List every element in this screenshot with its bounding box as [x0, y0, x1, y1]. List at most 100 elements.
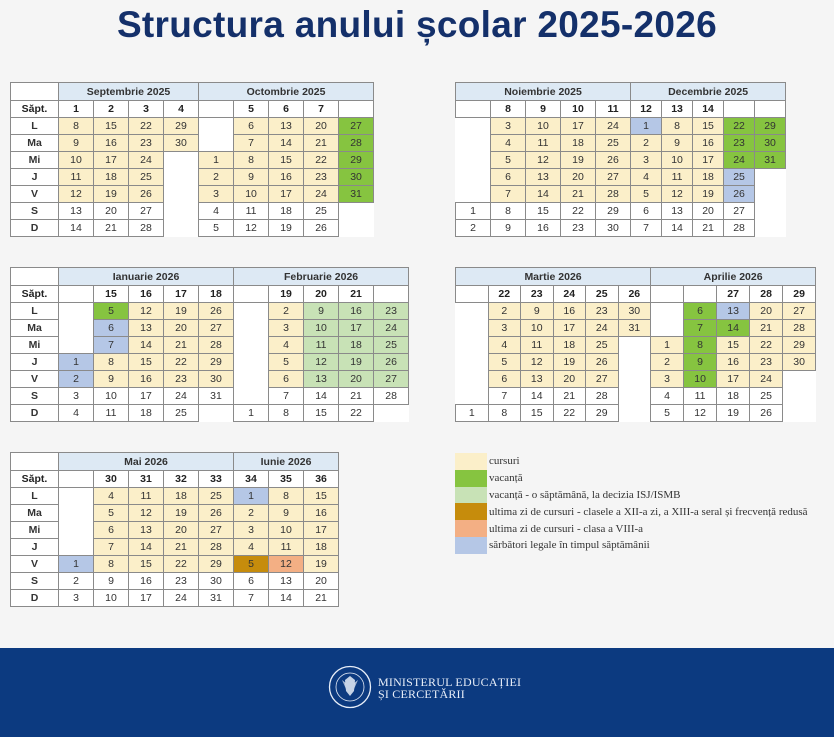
day-cell: 20 [692, 202, 725, 220]
legend-item: ultima zi de cursuri - clasa a VIII-a [455, 520, 808, 537]
day-cell: 20 [163, 521, 199, 539]
empty-cell [455, 353, 488, 371]
corner-cell [10, 267, 59, 286]
day-cell: 19 [268, 219, 305, 237]
day-cell: 21 [93, 219, 129, 237]
day-cell: 16 [128, 572, 164, 590]
empty-cell [373, 404, 409, 422]
day-cell: 23 [749, 353, 784, 371]
day-cell: 12 [233, 219, 270, 237]
week-number [650, 285, 685, 303]
day-label: S [10, 572, 59, 590]
day-cell: 15 [128, 353, 164, 371]
week-number: 18 [197, 285, 235, 303]
day-cell: 19 [692, 185, 725, 203]
week-number: 20 [303, 285, 340, 303]
month-header: Mai 2026 [57, 452, 235, 471]
day-cell: 8 [93, 555, 129, 573]
day-cell: 28 [197, 538, 235, 556]
day-cell: 15 [93, 117, 129, 135]
legend-label: sărbători legale în timpul săptămânii [489, 539, 650, 552]
day-cell: 15 [128, 555, 164, 573]
empty-cell [233, 353, 269, 371]
day-cell: 15 [716, 336, 751, 354]
day-cell: 21 [749, 319, 784, 337]
month-header: Februarie 2026 [233, 267, 410, 286]
day-cell: 21 [303, 134, 340, 152]
day-cell: 5 [490, 151, 526, 169]
day-cell: 14 [128, 538, 164, 556]
day-cell: 22 [163, 555, 199, 573]
day-cell: 4 [58, 404, 94, 422]
day-cell: 1 [198, 151, 235, 169]
day-cell: 24 [163, 589, 199, 607]
month-header: Decembrie 2025 [630, 82, 787, 101]
legend-swatch [455, 486, 487, 504]
empty-cell [650, 319, 684, 337]
day-cell: 28 [594, 185, 632, 203]
day-cell: 18 [93, 168, 129, 186]
day-cell: 22 [163, 353, 199, 371]
day-label: D [10, 404, 59, 422]
day-cell: 17 [338, 319, 375, 337]
day-cell: 1 [233, 487, 270, 505]
week-number: 6 [268, 100, 305, 118]
empty-cell [58, 487, 94, 505]
day-cell: 31 [338, 185, 375, 203]
week-number: 5 [233, 100, 270, 118]
day-cell: 21 [560, 185, 596, 203]
footer-banner: MINISTERUL EDUCAȚIEI ȘI CERCETĂRII [0, 648, 834, 737]
day-cell: 7 [93, 538, 129, 556]
day-label: L [10, 487, 59, 505]
week-number [198, 100, 235, 118]
legend-swatch [455, 520, 487, 537]
day-cell: 6 [683, 302, 718, 320]
day-cell: 8 [58, 117, 94, 135]
day-label: S [10, 387, 59, 405]
calendar-table-nov-dec: Noiembrie 2025 Decembrie 2025 8 9 10 11 12 13 14… [454, 82, 787, 237]
empty-cell [233, 336, 269, 354]
day-cell: 28 [782, 319, 817, 337]
week-number: 8 [490, 100, 526, 118]
day-cell: 19 [303, 555, 340, 573]
legend-label: vacanță [489, 472, 523, 485]
day-cell: 30 [754, 134, 787, 152]
day-cell: 18 [338, 336, 375, 354]
day-label: J [10, 168, 59, 186]
day-label: L [10, 117, 59, 135]
legend-swatch [455, 453, 487, 470]
day-cell: 25 [128, 168, 164, 186]
day-cell: 17 [128, 387, 164, 405]
day-cell: 20 [338, 370, 375, 388]
day-cell: 2 [58, 572, 94, 590]
day-cell: 3 [650, 370, 685, 388]
day-cell: 12 [128, 302, 164, 320]
week-number: 22 [487, 285, 521, 303]
day-cell: 26 [749, 404, 784, 422]
day-cell: 1 [58, 555, 94, 573]
day-label: V [10, 555, 59, 573]
legend-label: cursuri [489, 455, 520, 468]
day-cell: 20 [303, 117, 340, 135]
day-cell: 29 [585, 404, 619, 422]
empty-cell [618, 370, 651, 388]
day-cell: 27 [197, 319, 235, 337]
day-cell: 5 [630, 185, 663, 203]
day-cell: 10 [268, 521, 305, 539]
day-cell: 4 [268, 336, 305, 354]
day-cell: 16 [552, 302, 586, 320]
day-cell: 26 [594, 151, 632, 169]
day-cell: 28 [197, 336, 235, 354]
day-cell: 11 [683, 387, 718, 405]
calendar-table-sep-oct: Septembrie 2025 Octombrie 2025 Săpt. 1 2 3 4 5 6… [10, 82, 375, 237]
legend-item: vacanță - o săptămână, la decizia ISJ/IS… [455, 486, 808, 504]
day-cell: 2 [268, 302, 305, 320]
day-cell: 1 [58, 353, 94, 371]
day-cell: 17 [93, 151, 129, 169]
day-cell: 22 [128, 117, 164, 135]
week-number: 34 [233, 470, 270, 488]
day-cell: 7 [683, 319, 718, 337]
day-cell: 6 [490, 168, 526, 186]
day-label: Mi [10, 336, 59, 354]
day-cell: 20 [303, 572, 340, 590]
